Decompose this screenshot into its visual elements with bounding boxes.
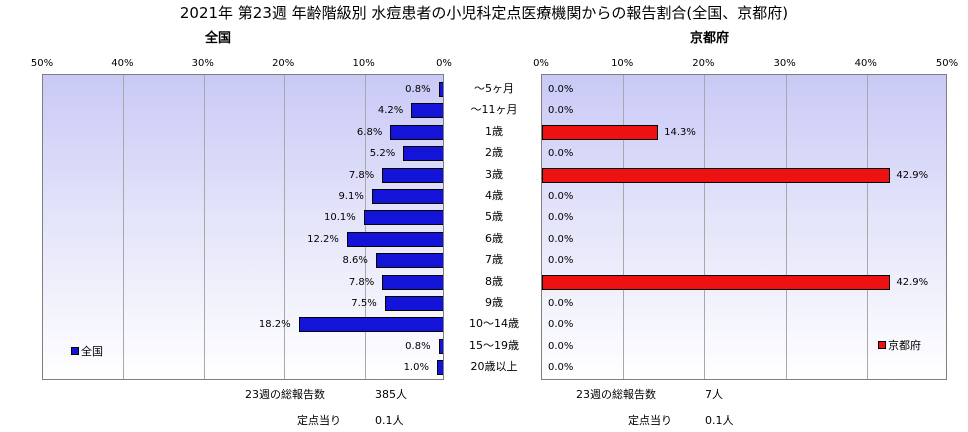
kyoto-data-label: 0.0% (548, 340, 574, 352)
national-gridline (123, 75, 125, 379)
national-data-label: 1.0% (403, 362, 429, 374)
kyoto-reports-label: 23週の総報告数 (576, 388, 656, 401)
age-category-label: 4歳 (485, 189, 503, 202)
national-x-tick: 0% (436, 58, 452, 69)
kyoto-x-tick: 0% (533, 58, 549, 69)
national-x-tick: 10% (352, 58, 375, 69)
national-legend-label: 全国 (81, 345, 103, 358)
national-bar (382, 274, 443, 290)
national-gridline (284, 75, 286, 379)
kyoto-per-label: 定点当り (628, 414, 672, 427)
national-subtitle: 全国 (205, 31, 232, 46)
national-x-tick: 50% (30, 58, 54, 69)
kyoto-reports-value: 7人 (705, 388, 723, 401)
national-plot-area: 全国 0.8% 4.2% 6.8% 5.2% 7.8% 9.1% 10.1% 12.2% 8.6… (42, 74, 444, 380)
national-data-label: 0.8% (405, 340, 431, 352)
kyoto-gridline (704, 75, 706, 379)
age-category-label: 1歳 (485, 124, 503, 138)
national-bar (436, 360, 443, 376)
age-category-label: 5歳 (485, 210, 503, 224)
national-x-tick: 20% (272, 58, 295, 69)
national-data-label: 18.2% (258, 319, 291, 331)
national-data-label: 6.8% (356, 126, 383, 138)
age-category-label: 2歳 (485, 146, 503, 160)
age-category-label: 20歳以上 (470, 360, 518, 374)
kyoto-per-value: 0.1人 (705, 414, 734, 427)
kyoto-bar (542, 167, 891, 183)
kyoto-gridline (785, 75, 787, 379)
kyoto-x-tick: 10% (611, 58, 634, 69)
national-bar (403, 146, 443, 162)
national-bar (438, 82, 443, 97)
national-bar (384, 296, 443, 311)
national-bar (371, 189, 443, 204)
national-legend-swatch (71, 347, 79, 355)
kyoto-data-label: 0.0% (548, 148, 574, 160)
national-per-value: 0.1人 (375, 414, 404, 427)
age-category-label: 10〜14歳 (469, 317, 519, 331)
kyoto-data-label: 42.9% (896, 276, 929, 288)
kyoto-plot-area: 京都府 0.0% 0.0% 14.3% 0.0% 42.9% 0.0% 0.0% 0.0% 0.… (541, 74, 947, 380)
kyoto-data-label: 0.0% (548, 319, 574, 331)
age-category-label: 〜5ヶ月 (474, 82, 514, 95)
kyoto-gridline (623, 75, 625, 379)
national-bar (298, 317, 443, 333)
kyoto-x-tick: 20% (692, 58, 715, 69)
kyoto-gridline (866, 75, 868, 379)
age-category-label: 7歳 (485, 253, 503, 267)
kyoto-bar (542, 124, 659, 140)
kyoto-data-label: 0.0% (548, 191, 574, 202)
national-reports-label: 23週の総報告数 (245, 388, 325, 401)
kyoto-legend-label: 京都府 (888, 339, 921, 352)
national-bar (390, 124, 443, 140)
national-gridline (364, 75, 366, 379)
kyoto-data-label: 0.0% (548, 362, 574, 374)
national-data-label: 9.1% (338, 191, 364, 202)
national-data-label: 0.8% (405, 84, 431, 95)
national-data-label: 5.2% (369, 148, 396, 160)
national-per-label: 定点当り (297, 414, 341, 427)
kyoto-legend: 京都府 (878, 337, 921, 353)
kyoto-legend-swatch (878, 341, 886, 349)
national-bar (438, 338, 443, 354)
national-gridline (203, 75, 205, 379)
national-data-label: 4.2% (377, 105, 404, 117)
kyoto-data-label: 0.0% (548, 298, 574, 309)
national-x-tick: 40% (111, 58, 134, 69)
kyoto-data-label: 0.0% (548, 105, 574, 117)
national-bar (346, 231, 443, 247)
kyoto-data-label: 0.0% (548, 84, 574, 95)
kyoto-x-tick: 50% (935, 58, 959, 69)
national-bar (382, 167, 443, 183)
national-bar (411, 103, 443, 119)
kyoto-data-label: 14.3% (664, 126, 696, 138)
national-data-label: 7.8% (348, 276, 375, 288)
age-category-label: 9歳 (485, 296, 503, 309)
kyoto-data-label: 42.9% (896, 169, 929, 181)
age-category-label: 〜11ヶ月 (470, 103, 518, 117)
kyoto-x-tick: 30% (773, 58, 796, 69)
national-reports-value: 385人 (375, 388, 407, 401)
national-bar (375, 253, 443, 269)
national-data-label: 7.8% (348, 169, 375, 181)
kyoto-data-label: 0.0% (548, 233, 574, 245)
kyoto-bar (542, 274, 891, 290)
national-bar (363, 210, 443, 226)
national-data-label: 12.2% (307, 233, 339, 245)
national-legend: 全国 (71, 343, 103, 359)
national-data-label: 10.1% (324, 212, 356, 224)
national-data-label: 8.6% (342, 255, 368, 267)
national-x-tick: 30% (191, 58, 214, 69)
kyoto-subtitle: 京都府 (690, 31, 730, 46)
age-category-label: 15〜19歳 (469, 338, 519, 352)
kyoto-x-tick: 40% (854, 58, 877, 69)
kyoto-data-label: 0.0% (548, 255, 574, 267)
age-category-label: 6歳 (485, 231, 503, 245)
age-category-label: 8歳 (485, 274, 503, 288)
page-title: 2021年 第23週 年齢階級別 水痘患者の小児科定点医療機関からの報告割合(全… (179, 4, 789, 22)
kyoto-data-label: 0.0% (548, 212, 574, 224)
national-data-label: 7.5% (351, 298, 377, 309)
age-category-label: 3歳 (485, 167, 503, 181)
